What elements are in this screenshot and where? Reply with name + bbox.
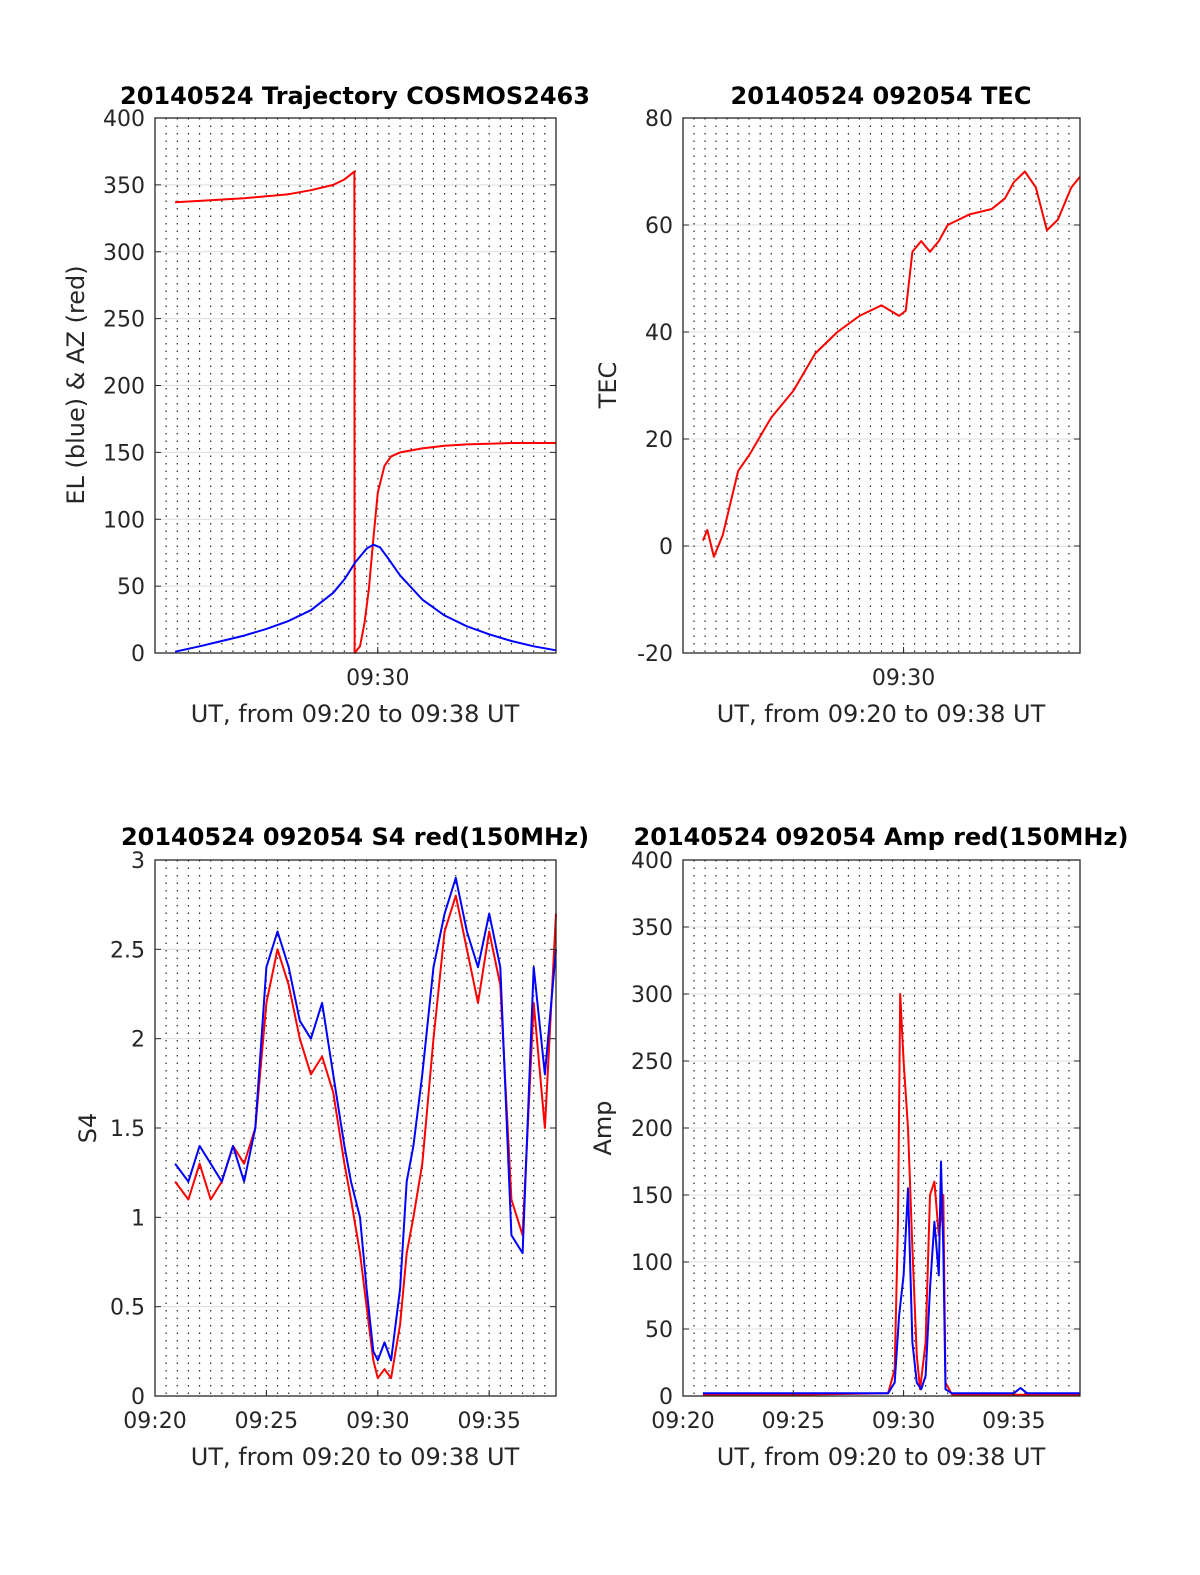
tec-x-ticks: 09:30 bbox=[872, 647, 935, 691]
amp-y-tick-label: 100 bbox=[631, 1251, 673, 1276]
amp-grid bbox=[683, 859, 1080, 1397]
s4-panel: 0 0.5 1 1.5 2 2.5 3 09:20 09:25 09:30 09:35 20140… bbox=[74, 823, 589, 1471]
trajectory-y-tick-label: 200 bbox=[103, 375, 145, 400]
amp-x-axis-label: UT, from 09:20 to 09:38 UT bbox=[717, 1443, 1046, 1471]
s4-x-ticks: 09:20 09:25 09:30 09:35 bbox=[123, 1390, 521, 1434]
s4-plot-area bbox=[174, 876, 557, 1380]
s4-y-tick-label: 2.5 bbox=[110, 938, 145, 963]
trajectory-y-tick-label: 0 bbox=[131, 642, 145, 667]
amp-y-tick-label: 300 bbox=[631, 983, 673, 1008]
trajectory-plot-area bbox=[174, 170, 557, 654]
tec-y-ticks: -20 0 20 40 60 80 bbox=[637, 107, 1080, 667]
amp-y-tick-label: 250 bbox=[631, 1050, 673, 1075]
tec-y-tick-label: 20 bbox=[645, 428, 673, 453]
s4-x-tick-label: 09:30 bbox=[346, 1409, 409, 1434]
tec-x-tick-label: 09:30 bbox=[872, 666, 935, 691]
amp-x-tick-label: 09:25 bbox=[762, 1409, 825, 1434]
amp-y-ticks: 0 50 100 150 200 250 300 350 400 bbox=[631, 849, 1080, 1410]
s4-y-tick-label: 2 bbox=[131, 1028, 145, 1053]
trajectory-panel: 0 50 100 150 200 250 300 350 400 09:30 20140524 … bbox=[62, 82, 590, 728]
trajectory-y-tick-label: 400 bbox=[103, 107, 145, 132]
trajectory-y-tick-label: 50 bbox=[117, 575, 145, 600]
amp-title: 20140524 092054 Amp red(150MHz) bbox=[634, 823, 1129, 851]
amp-x-tick-label: 09:30 bbox=[872, 1409, 935, 1434]
amp-y-tick-label: 200 bbox=[631, 1117, 673, 1142]
s4-title: 20140524 092054 S4 red(150MHz) bbox=[121, 823, 589, 851]
tec-y-axis-label: TEC bbox=[594, 362, 622, 410]
tec-series-0-line bbox=[701, 170, 1081, 558]
amp-series-1-line bbox=[702, 1160, 1080, 1395]
trajectory-series-0-line bbox=[175, 170, 556, 654]
trajectory-x-axis-label: UT, from 09:20 to 09:38 UT bbox=[191, 700, 520, 728]
s4-y-tick-label: 1.5 bbox=[110, 1117, 145, 1142]
amp-x-ticks: 09:20 09:25 09:30 09:35 bbox=[651, 1390, 1046, 1434]
tec-grid bbox=[683, 117, 1080, 654]
amp-series-0-line bbox=[702, 993, 1080, 1396]
s4-y-ticks: 0 0.5 1 1.5 2 2.5 3 bbox=[110, 849, 556, 1410]
s4-y-axis-label: S4 bbox=[74, 1113, 102, 1144]
tec-y-tick-label: 60 bbox=[645, 214, 673, 239]
trajectory-y-tick-label: 300 bbox=[103, 241, 145, 266]
s4-y-tick-label: 3 bbox=[131, 849, 145, 874]
s4-y-tick-label: 0 bbox=[131, 1385, 145, 1410]
trajectory-y-tick-label: 100 bbox=[103, 508, 145, 533]
s4-x-tick-label: 09:20 bbox=[123, 1409, 186, 1434]
s4-y-tick-label: 0.5 bbox=[110, 1296, 145, 1321]
tec-y-tick-label: 80 bbox=[645, 107, 673, 132]
tec-y-tick-label: -20 bbox=[637, 642, 673, 667]
amp-plot-area bbox=[702, 993, 1080, 1396]
amp-x-tick-label: 09:35 bbox=[982, 1409, 1045, 1434]
tec-title: 20140524 092054 TEC bbox=[731, 82, 1032, 110]
amp-y-tick-label: 350 bbox=[631, 916, 673, 941]
trajectory-y-tick-label: 150 bbox=[103, 441, 145, 466]
amp-y-tick-label: 150 bbox=[631, 1184, 673, 1209]
s4-y-tick-label: 1 bbox=[131, 1206, 145, 1231]
tec-plot-area bbox=[701, 170, 1081, 558]
s4-x-axis-label: UT, from 09:20 to 09:38 UT bbox=[191, 1443, 520, 1471]
tec-panel: -20 0 20 40 60 80 09:30 20140524 092054 TEC U… bbox=[594, 82, 1081, 728]
trajectory-y-tick-label: 250 bbox=[103, 308, 145, 333]
trajectory-x-tick-label: 09:30 bbox=[346, 666, 409, 691]
s4-grid bbox=[155, 859, 556, 1397]
trajectory-y-ticks: 0 50 100 150 200 250 300 350 400 bbox=[103, 107, 556, 667]
amp-y-axis-label: Amp bbox=[589, 1100, 617, 1155]
trajectory-series-1-line bbox=[174, 543, 557, 653]
amp-panel: 0 50 100 150 200 250 300 350 400 09:20 09:25 09:30… bbox=[589, 823, 1128, 1471]
amp-y-tick-label: 50 bbox=[645, 1318, 673, 1343]
tec-y-tick-label: 0 bbox=[659, 535, 673, 560]
tec-x-axis-label: UT, from 09:20 to 09:38 UT bbox=[717, 700, 1046, 728]
trajectory-y-tick-label: 350 bbox=[103, 174, 145, 199]
s4-series-1-line bbox=[174, 876, 557, 1362]
s4-x-tick-label: 09:35 bbox=[457, 1409, 520, 1434]
trajectory-x-ticks: 09:30 bbox=[346, 647, 409, 691]
tec-axes-frame bbox=[682, 117, 1081, 654]
tec-y-tick-label: 40 bbox=[645, 321, 673, 346]
trajectory-title: 20140524 Trajectory COSMOS2463 bbox=[120, 82, 590, 110]
amp-y-tick-label: 400 bbox=[631, 849, 673, 874]
amp-y-tick-label: 0 bbox=[659, 1385, 673, 1410]
s4-series-0-line bbox=[174, 894, 557, 1380]
trajectory-y-axis-label: EL (blue) & AZ (red) bbox=[62, 265, 90, 504]
amp-x-tick-label: 09:20 bbox=[651, 1409, 714, 1434]
s4-x-tick-label: 09:25 bbox=[235, 1409, 298, 1434]
